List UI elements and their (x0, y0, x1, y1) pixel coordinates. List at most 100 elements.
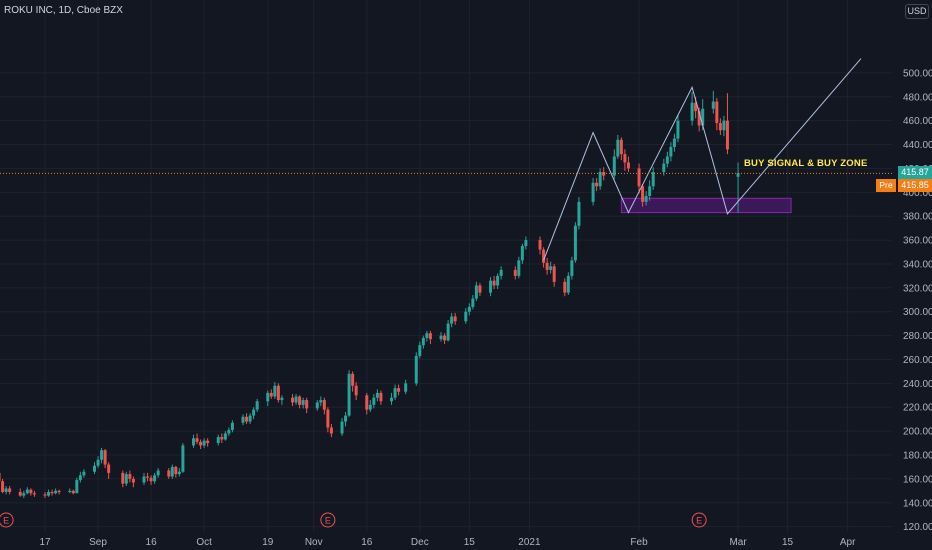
candle-body (50, 492, 54, 494)
candle-body (443, 335, 447, 341)
pattern-line[interactable] (543, 58, 862, 261)
candle-body (57, 490, 61, 493)
candle-body (298, 396, 302, 405)
price-tick-label: 480.00 (903, 92, 932, 103)
candle-body (513, 269, 517, 276)
price-tick-label: 440.00 (903, 140, 932, 151)
price-tick-label: 460.00 (903, 116, 932, 127)
candle-body (0, 472, 1, 482)
candle-body (563, 281, 567, 293)
price-tick-label: 360.00 (903, 236, 932, 247)
candle-body (103, 450, 107, 465)
candle-body (100, 450, 104, 460)
price-tick-label: 140.00 (903, 498, 932, 509)
candle-body (167, 470, 171, 477)
price-tick-label: 500.00 (903, 68, 932, 79)
price-tick-label: 320.00 (903, 283, 932, 294)
candle-body (379, 392, 383, 402)
candle-body (273, 385, 277, 397)
time-axis[interactable]: 17 Sep 16 Oct 19 Nov 16 Dec 15 2021 Feb Mar 15 Apr (39, 537, 856, 548)
price-tick-label: 200.00 (903, 427, 932, 438)
candle-body (701, 108, 705, 126)
candle-body (319, 400, 323, 403)
candle-body (241, 416, 245, 423)
price-tick-label: 380.00 (903, 212, 932, 223)
candle-body (669, 146, 673, 157)
candle-body (375, 392, 379, 398)
time-tick-label: Feb (630, 537, 648, 548)
candle-body (347, 373, 351, 416)
candle-body (315, 402, 319, 409)
time-tick-label: 16 (361, 537, 373, 548)
candle-body (626, 162, 630, 169)
candle-body (326, 409, 330, 428)
candle-body (294, 396, 298, 403)
candle-body (266, 392, 270, 402)
candle-body (1, 481, 5, 493)
price-axis[interactable]: 500.00480.00460.00440.00420.00400.00380.… (903, 68, 932, 533)
candle-body (368, 404, 372, 410)
candle-body (725, 120, 729, 150)
candle-body (474, 285, 478, 299)
candle-body (623, 154, 627, 163)
candle-body (365, 395, 369, 410)
price-tick-label: 300.00 (903, 307, 932, 318)
candle-body (648, 186, 652, 196)
candle-body (174, 466, 178, 475)
candle-body (489, 280, 493, 293)
time-tick-label: Dec (411, 537, 429, 548)
candle-body (715, 101, 719, 124)
candle-body (223, 433, 227, 440)
candle-body (372, 397, 376, 405)
time-tick-label: Mar (729, 537, 747, 548)
buy-signal-annotation: BUY SIGNAL & BUY ZONE (744, 158, 868, 169)
candle-body (676, 120, 680, 139)
candle-body (439, 335, 443, 340)
currency-button[interactable]: USD (905, 4, 929, 19)
candle-body (216, 437, 220, 444)
earnings-marker-label: E (3, 516, 9, 526)
candle-body (71, 490, 75, 494)
buy-zone-box[interactable] (620, 197, 792, 214)
candle-body (662, 163, 666, 173)
candle-body (227, 429, 231, 434)
candle-body (255, 401, 259, 410)
price-tick-label: 280.00 (903, 331, 932, 342)
candle-body (573, 225, 577, 261)
candle-body (340, 421, 344, 434)
candle-body (418, 345, 422, 356)
time-tick-label: 15 (464, 537, 476, 548)
candle-body (4, 488, 8, 493)
candle-body (566, 275, 570, 293)
candle-body (54, 490, 58, 494)
candle-body (22, 493, 26, 496)
price-tick-label: 340.00 (903, 259, 932, 270)
candle-body (301, 400, 305, 405)
candle-body (428, 333, 432, 340)
candle-body (641, 186, 645, 202)
earnings-marker-circle (0, 512, 14, 528)
candle-body (202, 440, 206, 446)
candle-body (68, 490, 72, 493)
candle-body (18, 492, 22, 496)
candle-body (8, 488, 12, 493)
candle-body (549, 266, 553, 270)
candle-body (595, 182, 599, 187)
candle-body (153, 475, 157, 482)
candle-body (107, 464, 111, 473)
candle-body (192, 438, 196, 446)
candle-body (131, 478, 135, 483)
price-tick-label: 260.00 (903, 355, 932, 366)
candle-body (93, 465, 97, 472)
chart-title: ROKU INC, 1D, Cboe BZX (4, 5, 123, 16)
candle-body (344, 415, 348, 422)
candle-body (128, 474, 132, 479)
candle-body (499, 269, 503, 276)
candle-body (542, 249, 546, 263)
candle-body (124, 474, 128, 484)
candle-body (453, 316, 457, 322)
time-tick-label: Nov (305, 537, 323, 548)
candle-body (397, 388, 401, 392)
candle-body (545, 262, 549, 270)
